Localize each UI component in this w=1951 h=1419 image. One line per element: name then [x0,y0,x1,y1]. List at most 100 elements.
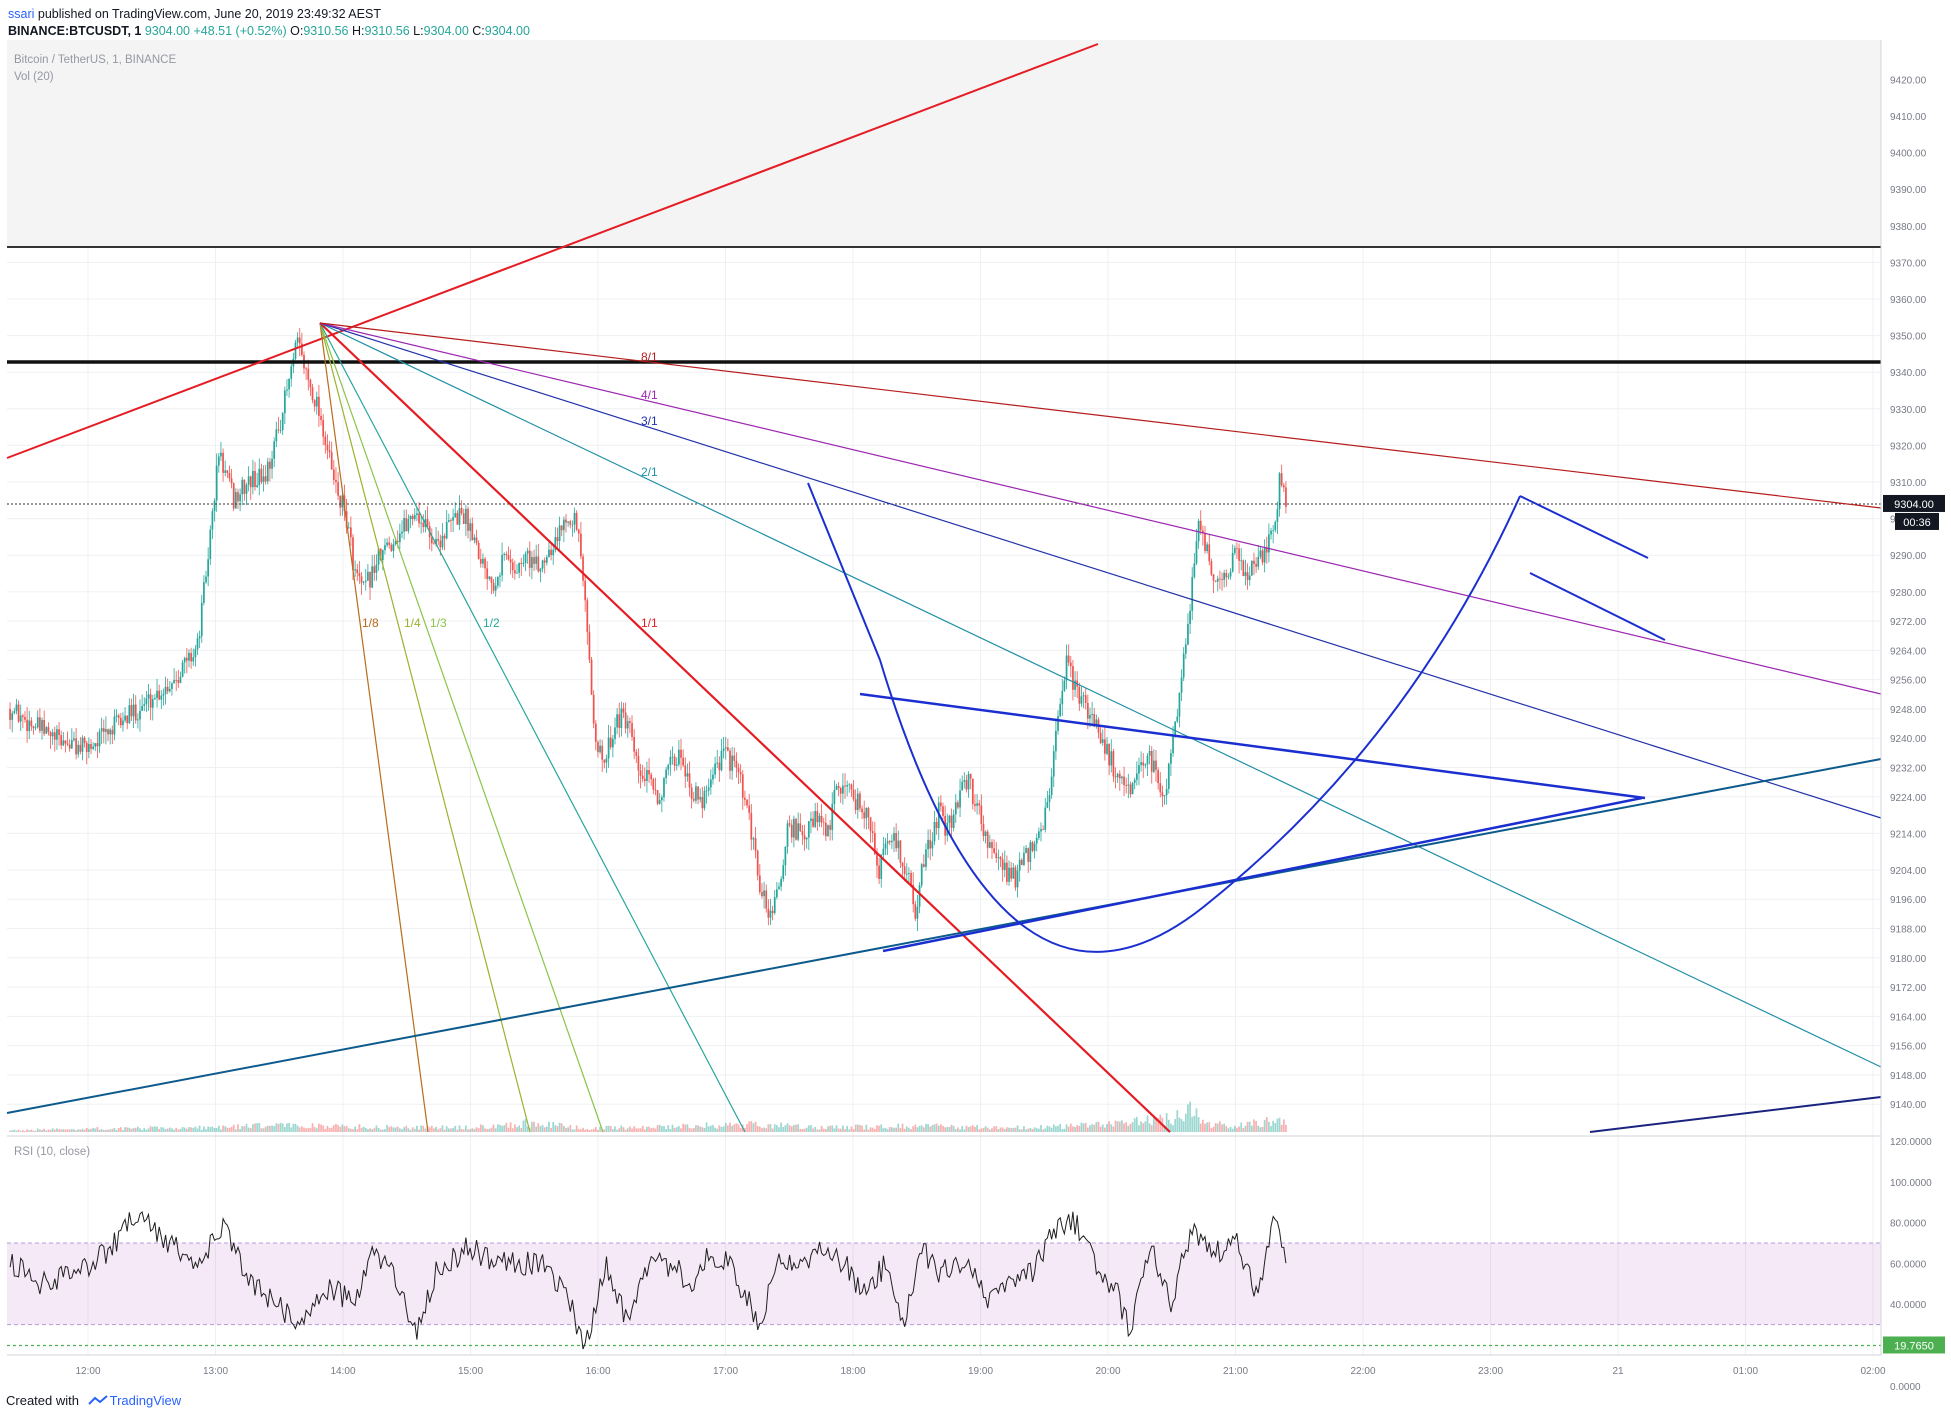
volume-bar [277,1123,280,1132]
candle-body [950,815,953,828]
volume-bar [997,1129,1000,1132]
volume-bar [905,1126,908,1132]
price-tick-label: 9400.00 [1890,149,1927,160]
candle-body [496,576,499,586]
candle-body [1274,521,1277,531]
volume-bar [113,1127,116,1132]
rsi-tag: 19.7650 [1894,1340,1934,1352]
volume-bar [865,1124,868,1132]
volume-bar [1153,1115,1155,1132]
candle-body [688,773,691,788]
candle-body [761,892,763,897]
candle-body [328,450,331,453]
volume-bar [820,1125,823,1132]
volume-bar [922,1127,925,1132]
candle-body [1199,520,1202,531]
candle-body [833,790,836,804]
candle-body [989,842,991,848]
price-change: +48.51 (+0.52%) [193,24,287,38]
candle-body [326,444,329,451]
volume-bar [880,1124,883,1132]
volume-bar [281,1123,284,1132]
volume-bar [249,1128,252,1132]
candle-body [575,512,578,530]
volume-bar [573,1129,576,1132]
gann-fan-line [319,322,746,1133]
candle-body [164,686,167,695]
candle-body [1146,755,1149,765]
volume-bar [705,1122,708,1132]
candle-body [722,748,725,752]
volume-bar [656,1125,659,1132]
volume-bar [633,1126,636,1132]
candle-body [192,657,195,662]
candle-body [903,866,906,874]
candle-body [620,708,623,728]
volume-bar [545,1126,548,1132]
volume-bar [1014,1127,1017,1132]
volume-bar [786,1123,789,1132]
candle-body [1072,666,1074,690]
volume-bar [128,1127,131,1132]
volume-bar [918,1125,921,1132]
candle-body [1212,574,1215,581]
volume-bar [439,1128,442,1132]
volume-bar [1104,1127,1106,1132]
candle-body [771,910,774,914]
volume-bar [563,1126,565,1132]
candle-body [394,541,397,545]
volume-bar [1003,1128,1006,1132]
candle-body [735,760,738,768]
volume-bar [931,1125,934,1132]
candle-body [995,852,998,859]
candle-body [550,549,552,556]
price-tick-label: 9180.00 [1890,954,1927,965]
volume-bar [501,1125,503,1132]
price-tag: 9304.00 [1894,499,1934,511]
candle-body [109,729,112,735]
candle-body [354,569,356,571]
volume-bar [1150,1125,1153,1132]
volume-bar [620,1125,623,1132]
volume-bar [98,1129,101,1132]
volume-bar [24,1131,26,1132]
candle-body [313,400,316,407]
candle-body [925,849,927,867]
candle-body [895,833,898,849]
candle-body [318,396,320,416]
volume-bar [171,1128,173,1132]
volume-bar [822,1128,825,1132]
candle-body [965,780,968,790]
candle-body [560,525,563,531]
volume-bar [134,1127,137,1132]
rsi-tick-label: 80.0000 [1890,1219,1927,1230]
candle-body [392,544,395,551]
candle-body [893,833,895,841]
candle-body [908,872,910,874]
volume-bar [467,1129,469,1132]
candle-body [115,715,118,717]
volume-bar [1140,1121,1142,1132]
candle-body [1240,560,1243,562]
volume-bar [313,1127,316,1132]
price-tick-label: 9248.00 [1890,705,1927,716]
tradingview-brand[interactable]: TradingView [109,1393,182,1408]
candle-body [181,662,184,677]
volume-bar [1285,1124,1287,1132]
candle-body [511,562,514,571]
volume-bar [1097,1121,1100,1132]
time-tick-label: 16:00 [585,1366,610,1377]
publisher-username[interactable]: ssari [8,7,35,21]
volume-bar [952,1125,955,1132]
volume-bar [748,1121,751,1132]
candle-body [671,756,674,758]
fan-label: 3/1 [641,414,658,428]
candle-body [1259,550,1262,557]
candle-body [716,762,719,764]
volume-bar [1095,1122,1098,1132]
volume-bar [39,1129,41,1132]
candle-body [356,569,359,574]
candle-body [471,523,474,541]
candle-body [1040,829,1042,832]
